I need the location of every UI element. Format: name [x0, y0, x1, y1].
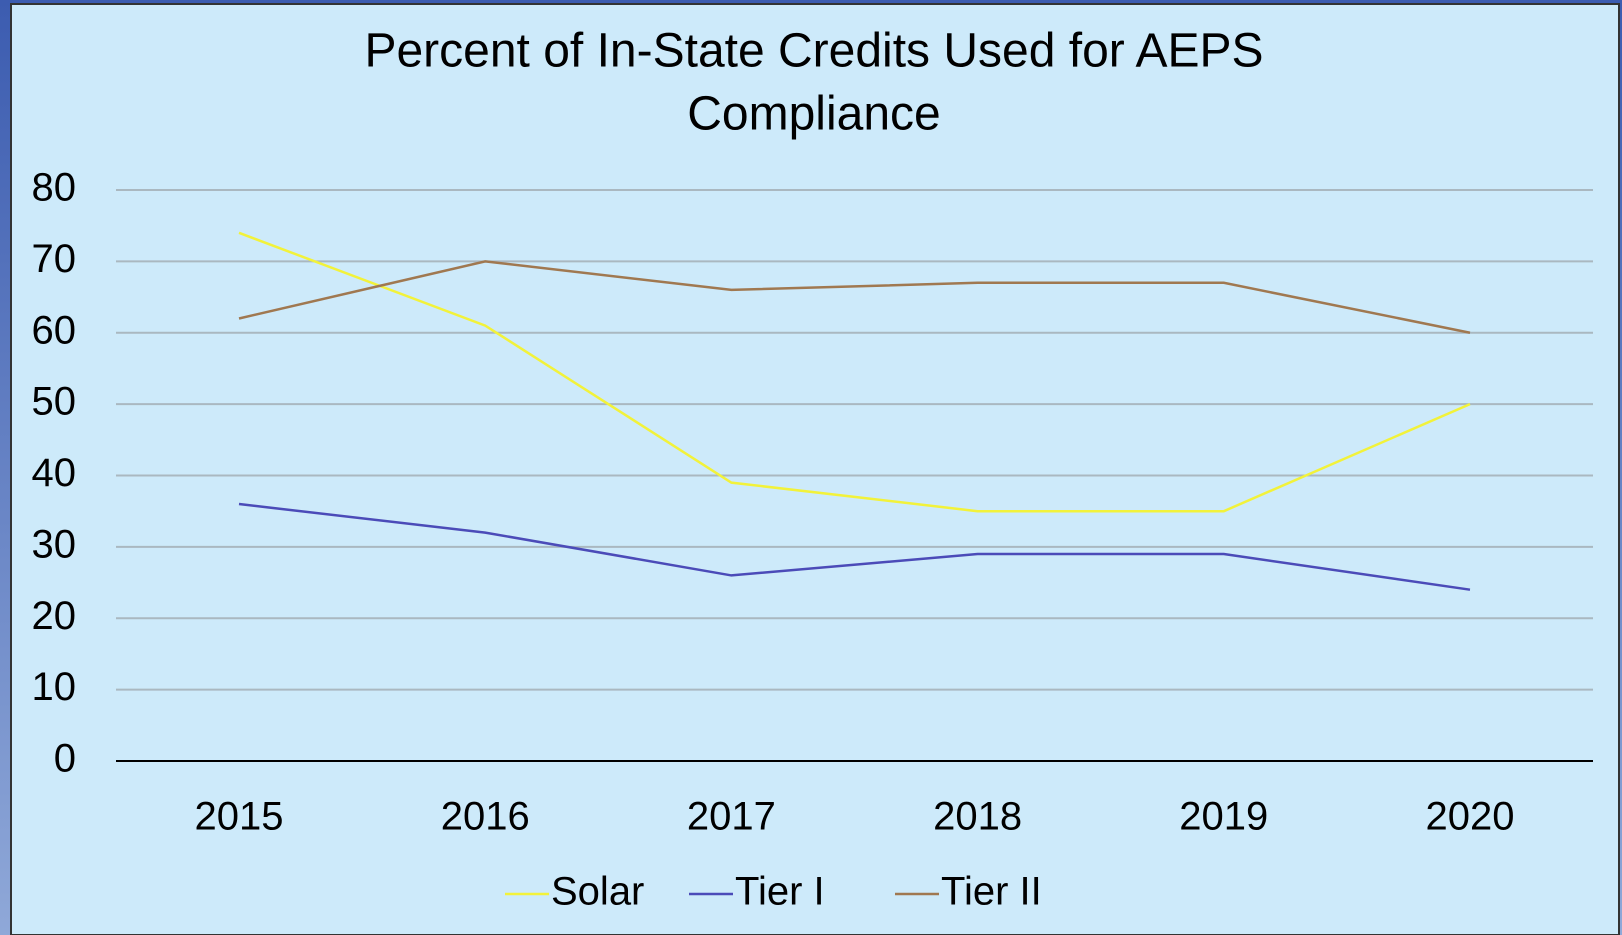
line — [238, 502, 1471, 591]
y-tick-label: 40 — [32, 451, 77, 495]
y-tick-label: 30 — [32, 522, 77, 566]
y-tick-label: 0 — [54, 737, 76, 781]
legend-label: Tier II — [941, 870, 1042, 914]
y-tick-label: 60 — [32, 308, 77, 352]
plot-background — [10, 3, 1620, 935]
x-tick-label: 2015 — [195, 795, 284, 839]
y-tick-label: 70 — [32, 237, 77, 281]
x-tick-label: 2016 — [441, 795, 530, 839]
line — [238, 231, 1471, 513]
chart-title: Percent of In-State Credits Used for AEP… — [364, 25, 1263, 78]
chart-title: Compliance — [687, 88, 940, 141]
legend-label: Solar — [551, 870, 644, 914]
legend-label: Tier I — [735, 870, 825, 914]
y-tick-label: 20 — [32, 594, 77, 638]
y-tick-label: 10 — [32, 665, 77, 709]
x-tick-label: 2017 — [687, 795, 776, 839]
x-tick-label: 2020 — [1426, 795, 1515, 839]
x-tick-label: 2019 — [1179, 795, 1268, 839]
line — [238, 260, 1471, 334]
y-tick-label: 50 — [32, 380, 77, 424]
y-tick-label: 80 — [32, 166, 77, 210]
x-tick-label: 2018 — [933, 795, 1022, 839]
